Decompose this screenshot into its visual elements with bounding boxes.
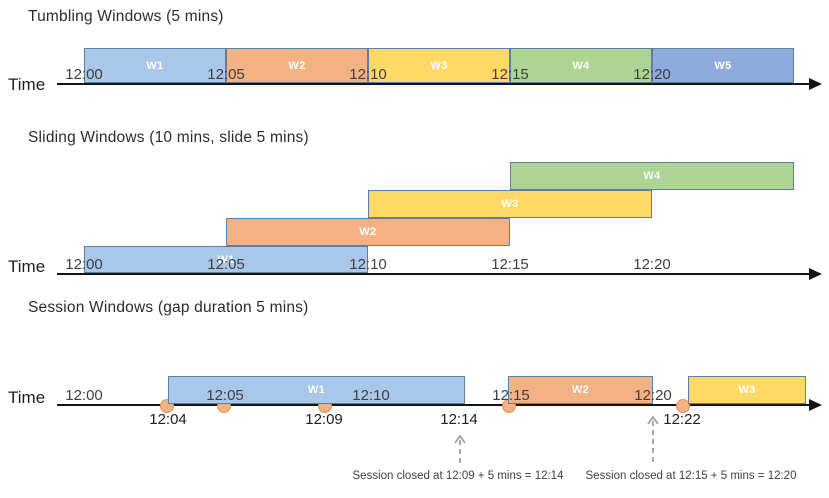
section-title-session: Session Windows (gap duration 5 mins) — [28, 299, 309, 316]
window-w1: W1 — [168, 376, 465, 404]
window-w1: W1 — [84, 246, 368, 273]
tick-label: 12:05 — [206, 387, 244, 404]
window-label: W4 — [643, 170, 661, 182]
event-time-label: 12:04 — [149, 411, 187, 428]
timeline — [57, 404, 810, 406]
timeline-arrowhead-icon — [809, 78, 822, 90]
tick-label: 12:20 — [633, 256, 671, 273]
window-label: W2 — [571, 384, 590, 396]
session-close-annotation: Session closed at 12:15 + 5 mins = 12:20 — [585, 470, 797, 482]
window-w4: W4 — [510, 48, 652, 83]
event-time-label: 12:14 — [440, 411, 478, 428]
tick-label: 12:10 — [349, 66, 387, 83]
tick-label: 12:00 — [65, 256, 103, 273]
event-time-label: 12:22 — [663, 411, 701, 428]
timeline-arrowhead-icon — [809, 399, 822, 411]
event-dot — [676, 399, 690, 413]
time-axis-label: Time — [8, 388, 46, 407]
window-w2: W2 — [226, 218, 510, 246]
window-w2: W2 — [508, 376, 653, 404]
window-w3: W3 — [368, 48, 510, 83]
window-label: W1 — [217, 253, 235, 266]
tick-label: 12:20 — [634, 387, 672, 404]
timeline — [57, 273, 810, 275]
time-axis-label: Time — [8, 75, 46, 94]
tick-label: 12:05 — [207, 256, 245, 273]
window-label: W3 — [738, 384, 756, 396]
time-axis-label: Time — [8, 257, 46, 276]
session-close-annotation: Session closed at 12:09 + 5 mins = 12:14 — [352, 470, 564, 482]
window-label: W4 — [572, 59, 590, 72]
window-label: W1 — [307, 384, 326, 396]
tick-label: 12:05 — [207, 66, 245, 83]
window-label: W3 — [501, 198, 519, 210]
session-close-arrow-icon — [647, 415, 659, 463]
tick-label: 12:10 — [349, 256, 387, 273]
window-w1: W1 — [84, 48, 226, 83]
tick-label: 12:15 — [491, 256, 529, 273]
timeline — [57, 83, 810, 85]
window-label: W2 — [359, 226, 377, 238]
window-w5: W5 — [652, 48, 794, 83]
tick-label: 12:00 — [65, 387, 103, 404]
section-title-tumbling: Tumbling Windows (5 mins) — [28, 8, 224, 25]
window-label: W2 — [288, 59, 306, 72]
tick-label: 12:15 — [492, 387, 530, 404]
session-close-arrow-icon — [454, 434, 466, 464]
window-w2: W2 — [226, 48, 368, 83]
window-label: W5 — [714, 59, 732, 72]
window-label: W3 — [430, 59, 448, 72]
section-title-sliding: Sliding Windows (10 mins, slide 5 mins) — [28, 129, 309, 146]
timeline-arrowhead-icon — [809, 268, 822, 280]
tick-label: 12:20 — [633, 66, 671, 83]
window-w3: W3 — [368, 190, 652, 218]
window-w4: W4 — [510, 162, 794, 190]
event-time-label: 12:09 — [305, 411, 343, 428]
window-label: W1 — [146, 59, 164, 72]
window-w3: W3 — [688, 376, 806, 404]
tick-label: 12:15 — [491, 66, 529, 83]
tick-label: 12:10 — [352, 387, 390, 404]
tick-label: 12:00 — [65, 66, 103, 83]
